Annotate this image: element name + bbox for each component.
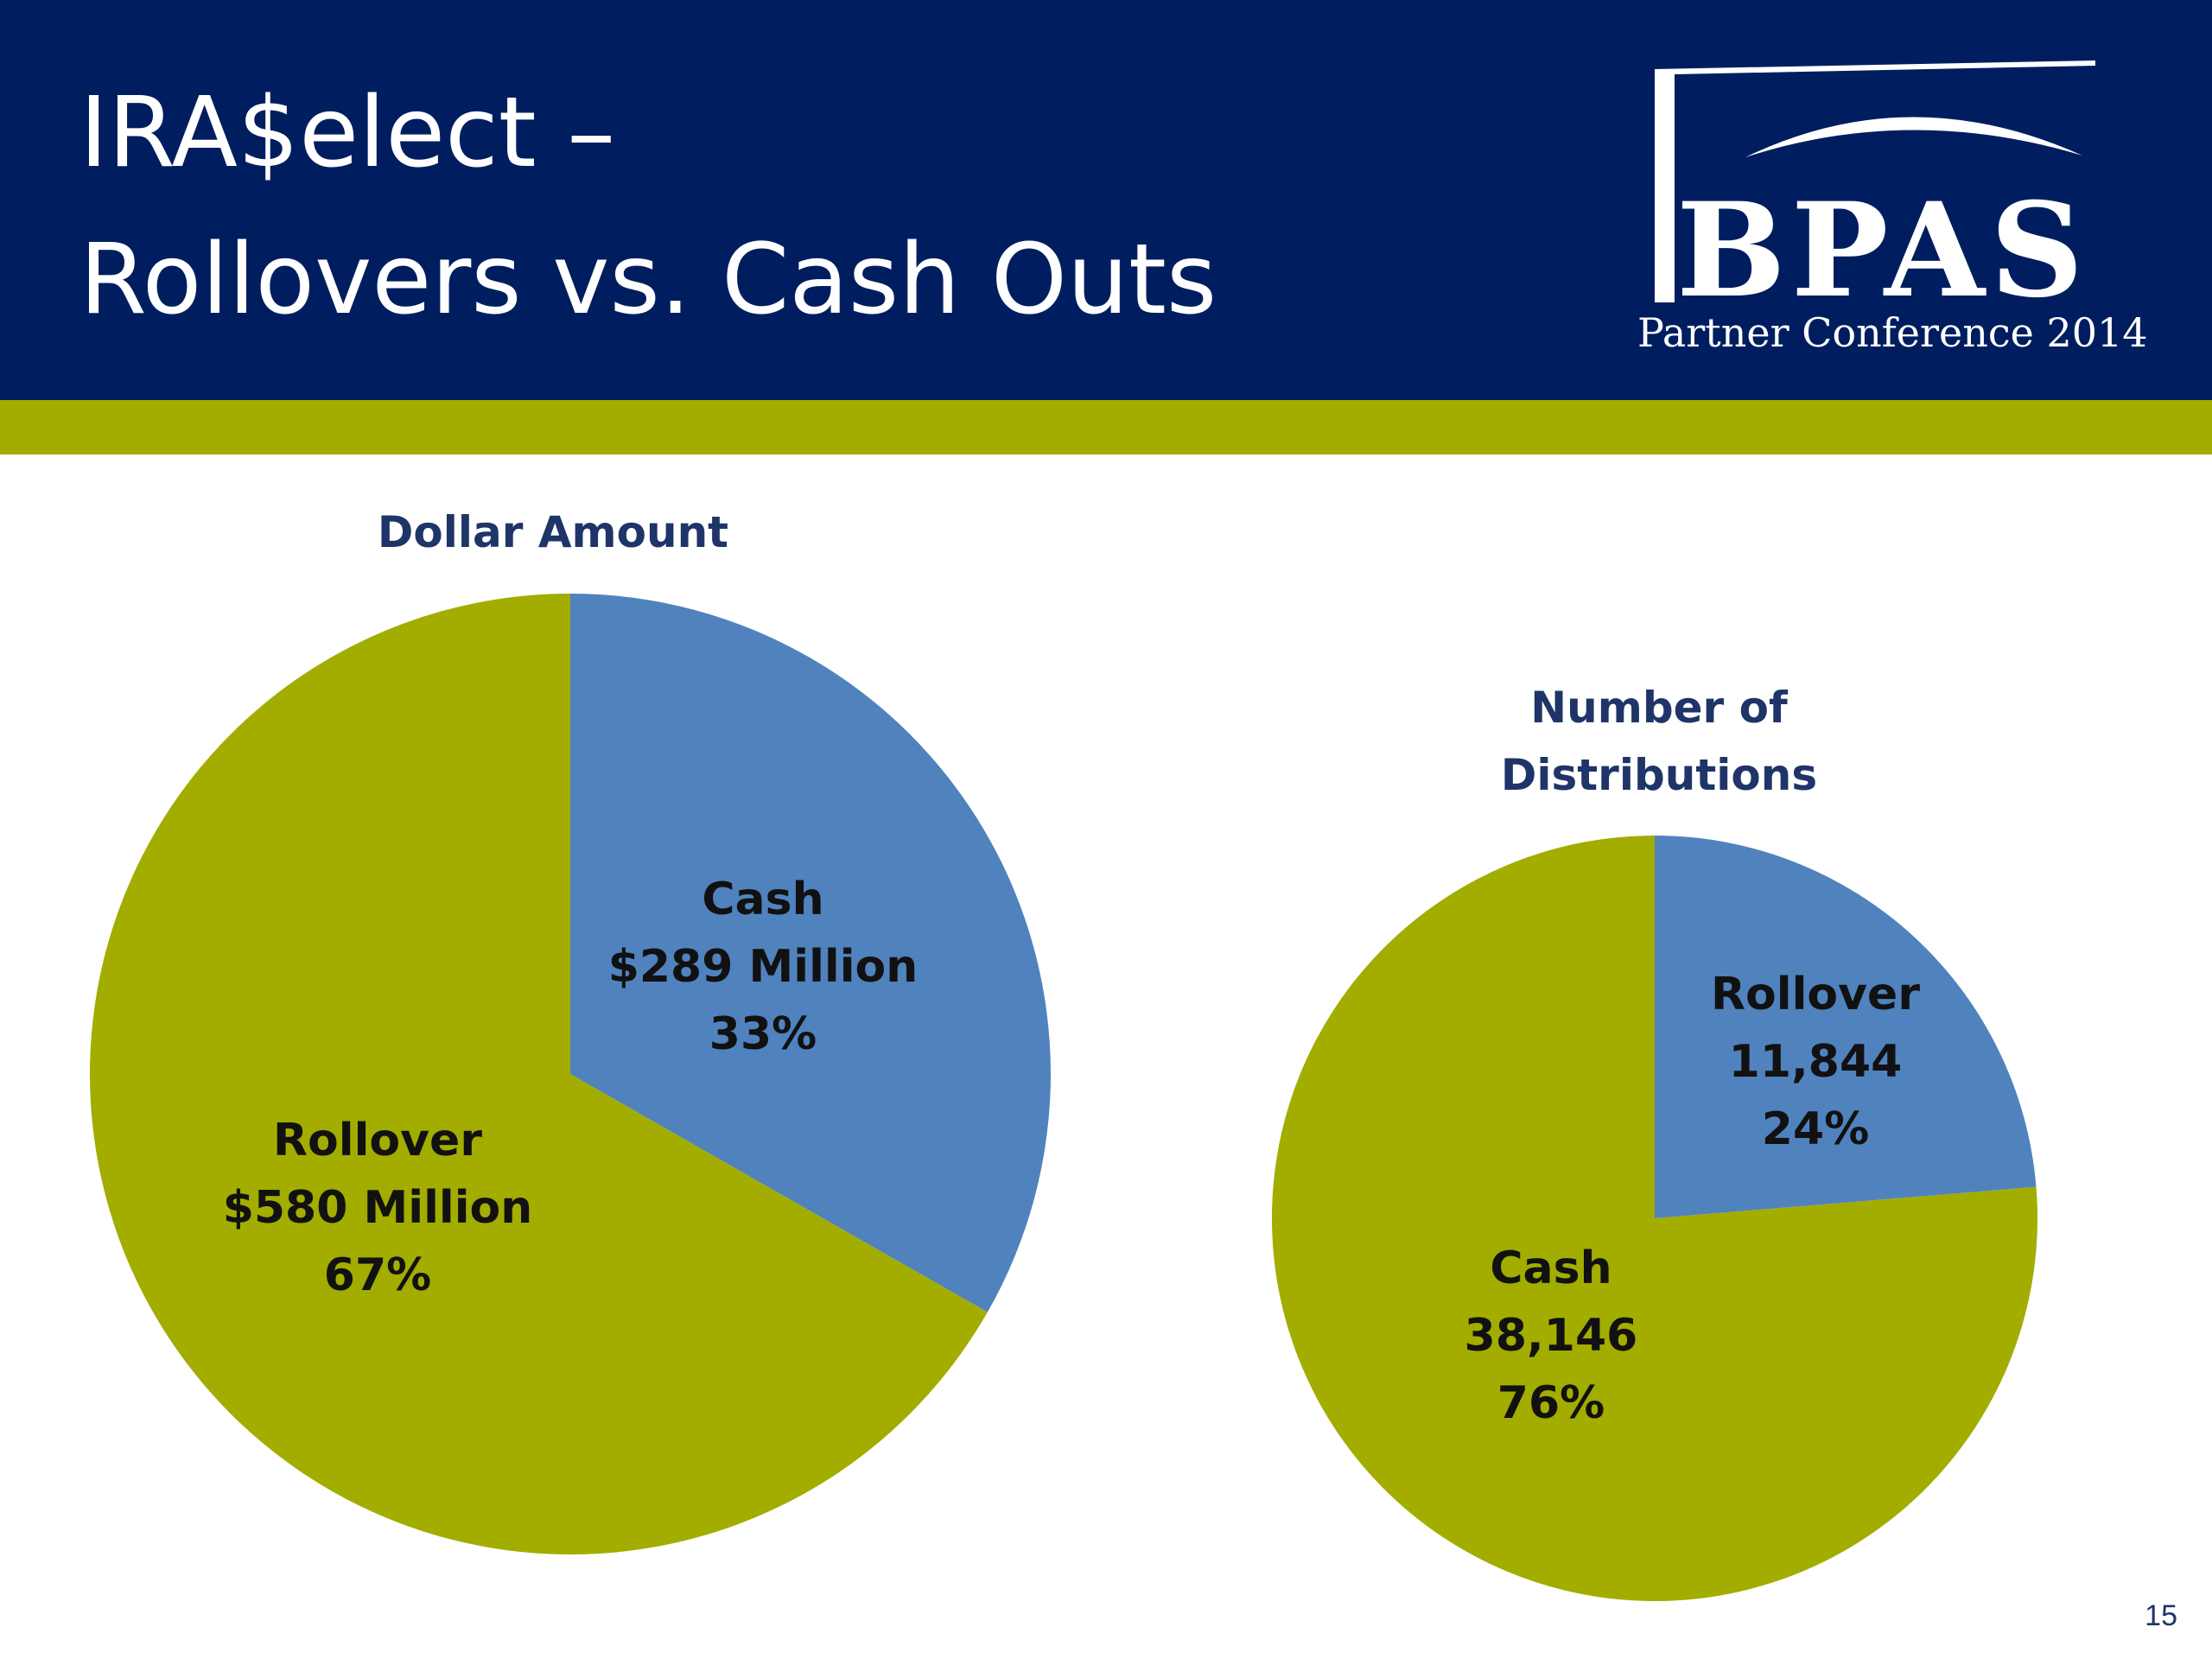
slice-name-label: Cash — [702, 874, 823, 925]
slice-percent-label: 67% — [324, 1249, 431, 1301]
slice-value-label: 11,844 — [1729, 1036, 1903, 1088]
logo-wordmark: BPAS — [1676, 175, 2089, 327]
accent-band — [0, 400, 2212, 454]
slice-name-label: Rollover — [273, 1115, 482, 1166]
slice-value-label: $580 Million — [223, 1182, 533, 1234]
slice-percent-label: 76% — [1497, 1377, 1605, 1429]
bpas-logo-mark — [1655, 60, 2095, 302]
page-number: 15 — [2145, 1599, 2177, 1632]
logo-subtitle: Partner Conference 2014 — [1637, 309, 2148, 356]
chart-title-number-of-distributions: Number of Distributions — [1500, 683, 1818, 800]
slice-value-label: $289 Million — [608, 941, 918, 993]
header-banner: IRA$elect – Rollovers vs. Cash Outs BPAS… — [0, 0, 2212, 400]
pie-slice-cash — [1272, 836, 2037, 1602]
pie-dollar-amount: Cash $289 Million 33% Rollover $580 Million 6… — [90, 594, 1051, 1554]
pie-slice-cash — [570, 594, 1051, 1313]
slice-name-label: Cash — [1490, 1243, 1611, 1294]
slide-title-line-2: Rollovers vs. Cash Outs — [79, 224, 1217, 336]
pie-number-of-distributions: Rollover 11,844 24% Cash 38,146 76% — [1272, 836, 2037, 1602]
chart-title-dollar-amount: Dollar Amount — [377, 507, 729, 557]
slice-percent-label: 33% — [709, 1008, 817, 1060]
pie-slice-rollover — [90, 594, 988, 1554]
slide-title-line-1: IRA$elect – — [79, 77, 616, 189]
slice-value-label: 38,146 — [1465, 1310, 1638, 1362]
slice-name-label: Rollover — [1711, 969, 1920, 1020]
pie-slice-rollover — [1655, 836, 2037, 1218]
slice-percent-label: 24% — [1762, 1103, 1869, 1155]
